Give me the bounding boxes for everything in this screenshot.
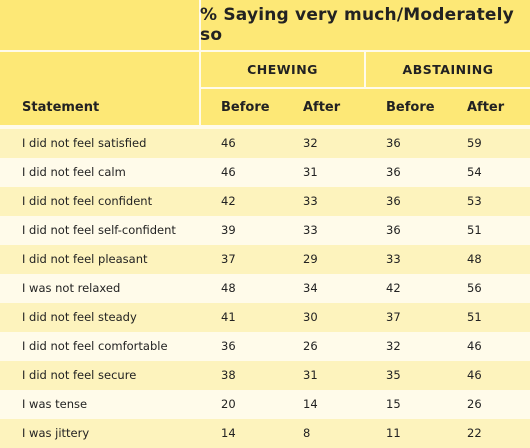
header-divider	[364, 50, 366, 87]
table-row: I did not feel self-confident 39 33 36 51	[0, 216, 530, 245]
statement-cell: I did not feel calm	[22, 165, 126, 179]
abstaining-before-cell: 42	[386, 281, 401, 295]
chewing-before-cell: 36	[221, 339, 236, 353]
chewing-before-cell: 41	[221, 310, 236, 324]
abstaining-before-cell: 11	[386, 426, 401, 440]
header-divider	[200, 87, 530, 89]
statement-cell: I did not feel comfortable	[22, 339, 168, 353]
statement-cell: I did not feel self-confident	[22, 223, 176, 237]
header-divider	[0, 50, 530, 52]
table-row: I did not feel confident 42 33 36 53	[0, 187, 530, 216]
abstaining-after-cell: 59	[467, 136, 482, 150]
column-header-abstaining-before: Before	[386, 99, 435, 115]
table-row: I did not feel satisfied 46 32 36 59	[0, 129, 530, 158]
column-header-chewing-after: After	[303, 99, 341, 115]
statement-cell: I did not feel steady	[22, 310, 137, 324]
group-abstaining: ABSTAINING	[402, 62, 494, 77]
chewing-before-cell: 39	[221, 223, 236, 237]
chewing-after-cell: 33	[303, 223, 318, 237]
statement-cell: I did not feel secure	[22, 368, 137, 382]
abstaining-after-cell: 51	[467, 310, 482, 324]
chewing-after-cell: 26	[303, 339, 318, 353]
chewing-before-cell: 48	[221, 281, 236, 295]
abstaining-before-cell: 36	[386, 165, 401, 179]
chewing-after-cell: 31	[303, 368, 318, 382]
abstaining-after-cell: 53	[467, 194, 482, 208]
abstaining-before-cell: 37	[386, 310, 401, 324]
abstaining-before-cell: 36	[386, 223, 401, 237]
chewing-before-cell: 20	[221, 397, 236, 411]
chewing-after-cell: 31	[303, 165, 318, 179]
chewing-after-cell: 14	[303, 397, 318, 411]
abstaining-after-cell: 48	[467, 252, 482, 266]
abstaining-before-cell: 35	[386, 368, 401, 382]
abstaining-before-cell: 36	[386, 136, 401, 150]
chewing-after-cell: 34	[303, 281, 318, 295]
header-body-divider	[0, 125, 530, 129]
abstaining-after-cell: 26	[467, 397, 482, 411]
table-row: I did not feel secure 38 31 35 46	[0, 361, 530, 390]
abstaining-after-cell: 46	[467, 339, 482, 353]
abstaining-after-cell: 22	[467, 426, 482, 440]
abstaining-after-cell: 56	[467, 281, 482, 295]
chewing-before-cell: 42	[221, 194, 236, 208]
chewing-after-cell: 32	[303, 136, 318, 150]
column-header-abstaining-after: After	[467, 99, 505, 115]
statement-cell: I did not feel satisfied	[22, 136, 147, 150]
statement-cell: I was tense	[22, 397, 88, 411]
group-chewing: CHEWING	[247, 62, 318, 77]
chewing-after-cell: 33	[303, 194, 318, 208]
abstaining-before-cell: 36	[386, 194, 401, 208]
statement-cell: I did not feel confident	[22, 194, 153, 208]
statement-cell: I was not relaxed	[22, 281, 121, 295]
table-title: % Saying very much/Moderately so	[200, 5, 514, 45]
abstaining-after-cell: 51	[467, 223, 482, 237]
chewing-before-cell: 46	[221, 165, 236, 179]
chewing-after-cell: 30	[303, 310, 318, 324]
abstaining-before-cell: 33	[386, 252, 401, 266]
abstaining-after-cell: 54	[467, 165, 482, 179]
abstaining-after-cell: 46	[467, 368, 482, 382]
abstaining-before-cell: 32	[386, 339, 401, 353]
table-row: I did not feel calm 46 31 36 54	[0, 158, 530, 187]
table-row: I did not feel comfortable 36 26 32 46	[0, 332, 530, 361]
chewing-before-cell: 14	[221, 426, 236, 440]
table-row: I was not relaxed 48 34 42 56	[0, 274, 530, 303]
table-row: I did not feel steady 41 30 37 51	[0, 303, 530, 332]
abstaining-before-cell: 15	[386, 397, 401, 411]
chewing-after-cell: 29	[303, 252, 318, 266]
header-band	[0, 0, 530, 125]
chewing-before-cell: 37	[221, 252, 236, 266]
header-divider	[199, 0, 201, 125]
column-header-chewing-before: Before	[221, 99, 270, 115]
statement-cell: I was jittery	[22, 426, 90, 440]
chewing-after-cell: 8	[303, 426, 311, 440]
chewing-before-cell: 46	[221, 136, 236, 150]
table-row: I did not feel pleasant 37 29 33 48	[0, 245, 530, 274]
table-row: I was tense 20 14 15 26	[0, 390, 530, 419]
chewing-before-cell: 38	[221, 368, 236, 382]
column-header-statement: Statement	[22, 99, 100, 115]
table-row: I was jittery 14 8 11 22	[0, 419, 530, 448]
statement-cell: I did not feel pleasant	[22, 252, 148, 266]
